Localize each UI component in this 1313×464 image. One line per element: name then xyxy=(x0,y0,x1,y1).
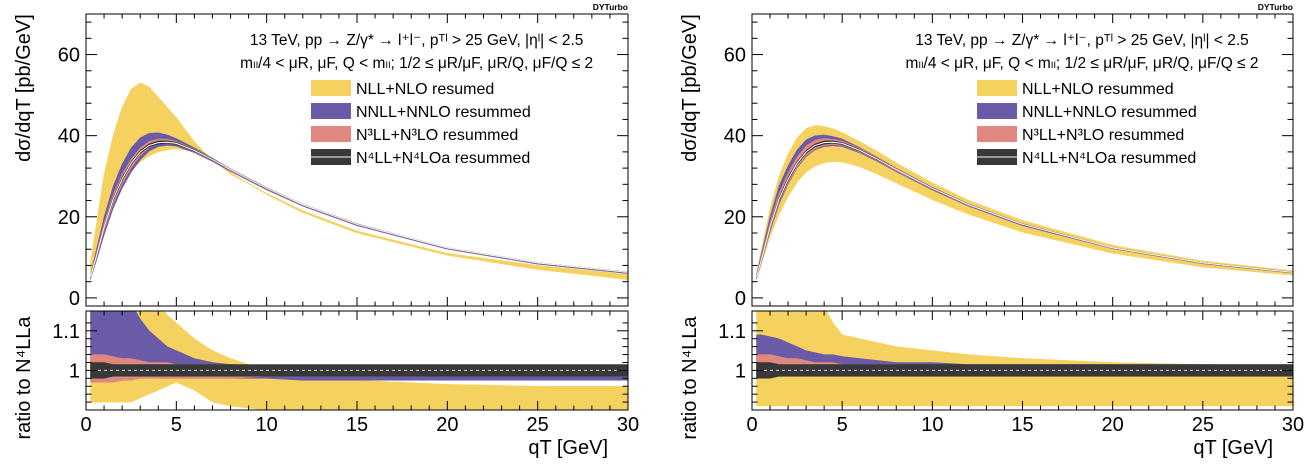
y-tick-label-bottom: 1 xyxy=(69,360,80,382)
x-tick-label: 5 xyxy=(837,414,848,436)
x-axis-title: qT [GeV] xyxy=(1193,437,1273,459)
process-annotation: 13 TeV, pp → Z/γ* → l⁺l⁻, pᵀˡ > 25 GeV, … xyxy=(915,32,1249,49)
y-tick-label-top: 20 xyxy=(58,207,80,229)
scale-annotation: mₗₗ/4 < μR, μF, Q < mₗₗ; 1/2 ≤ μR/μF, μR… xyxy=(905,55,1258,72)
x-axis-title: qT [GeV] xyxy=(528,437,608,459)
legend-label-series-4: N⁴LL+N⁴LOa resummed xyxy=(356,150,530,167)
legend-swatch-series-3 xyxy=(311,126,351,142)
top-bands xyxy=(90,82,628,280)
x-tick-label: 25 xyxy=(1192,414,1214,436)
y-tick-label-top: 40 xyxy=(58,126,80,148)
legend-label-series-1: NLL+NLO resumed xyxy=(356,81,494,98)
x-tick-label: 10 xyxy=(256,414,278,436)
x-tick-label: 5 xyxy=(171,414,182,436)
band-series-3 xyxy=(90,138,628,279)
y-tick-label-top: 60 xyxy=(58,45,80,67)
chart-panel-left: 0 5 10 15 20 25 30 0 20 40 60 1 1.1 dσ/dqT [pb/GeV] ra… xyxy=(13,2,639,459)
y-tick-label-top: 40 xyxy=(724,126,746,148)
x-tick-label: 15 xyxy=(1011,414,1033,436)
band-series-3 xyxy=(756,138,1293,279)
x-tick-label: 30 xyxy=(1282,414,1304,436)
band-series-4 xyxy=(756,140,1293,279)
legend-label-series-3: N³LL+N³LO resummed xyxy=(1022,127,1184,144)
x-tick-label: 20 xyxy=(1102,414,1124,436)
y-tick-label-bottom: 1 xyxy=(735,360,746,382)
band-series-1 xyxy=(756,125,1293,280)
chart-panel-right: 0 5 10 15 20 25 30 0 20 40 60 1 1.1 dσ/dqT [pb/GeV] ra… xyxy=(679,2,1304,459)
band-series-4 xyxy=(90,140,628,279)
process-annotation: 13 TeV, pp → Z/γ* → l⁺l⁻, pᵀˡ > 25 GeV, … xyxy=(250,32,584,49)
central-line-series-4 xyxy=(90,141,628,278)
legend-swatch-series-1 xyxy=(977,80,1017,96)
central-line-series-4 xyxy=(756,141,1293,278)
legend-swatch-series-3 xyxy=(977,126,1017,142)
band-series-1 xyxy=(90,82,628,280)
top-bands xyxy=(756,125,1293,280)
ratio-bands xyxy=(86,311,628,410)
ratio-band-series-1 xyxy=(756,311,1293,407)
y-axis-title-top: dσ/dqT [pb/GeV] xyxy=(679,14,701,162)
legend-label-series-2: NNLL+NNLO resummed xyxy=(1022,104,1197,121)
scale-annotation: mₗₗ/4 < μR, μF, Q < mₗₗ; 1/2 ≤ μR/μF, μR… xyxy=(240,55,593,72)
y-axis-title-top: dσ/dqT [pb/GeV] xyxy=(13,14,35,162)
x-tick-label: 25 xyxy=(527,414,549,436)
ratio-bands xyxy=(752,311,1293,407)
legend-swatch-series-1 xyxy=(311,80,351,96)
x-tick-label: 20 xyxy=(436,414,458,436)
dyturbo-tag: DYTurbo xyxy=(593,2,628,12)
legend-label-series-3: N³LL+N³LO resummed xyxy=(356,127,518,144)
legend-label-series-2: NNLL+NNLO resummed xyxy=(356,104,531,121)
legend-label-series-4: N⁴LL+N⁴LOa resummed xyxy=(1022,150,1196,167)
x-tick-label: 30 xyxy=(617,414,639,436)
y-axis-title-bottom: ratio to N⁴LLa xyxy=(679,316,701,440)
x-tick-label: 0 xyxy=(746,414,757,436)
y-tick-label-top: 0 xyxy=(69,288,80,310)
legend-swatch-series-2 xyxy=(977,103,1017,119)
x-tick-label: 0 xyxy=(80,414,91,436)
ratio-band-series-4 xyxy=(90,362,628,379)
x-tick-label: 15 xyxy=(346,414,368,436)
y-tick-label-top: 0 xyxy=(735,288,746,310)
central-line-series-1 xyxy=(90,120,628,278)
dyturbo-tag: DYTurbo xyxy=(1258,2,1293,12)
legend-label-series-1: NLL+NLO resummed xyxy=(1022,81,1174,98)
y-axis-title-bottom: ratio to N⁴LLa xyxy=(13,316,35,440)
y-tick-label-top: 60 xyxy=(724,45,746,67)
y-tick-label-bottom: 1.1 xyxy=(718,321,746,343)
legend-swatch-series-2 xyxy=(311,103,351,119)
x-tick-label: 10 xyxy=(921,414,943,436)
ratio-band-series-1 xyxy=(90,311,628,410)
y-tick-label-bottom: 1.1 xyxy=(52,321,80,343)
y-tick-label-top: 20 xyxy=(724,207,746,229)
